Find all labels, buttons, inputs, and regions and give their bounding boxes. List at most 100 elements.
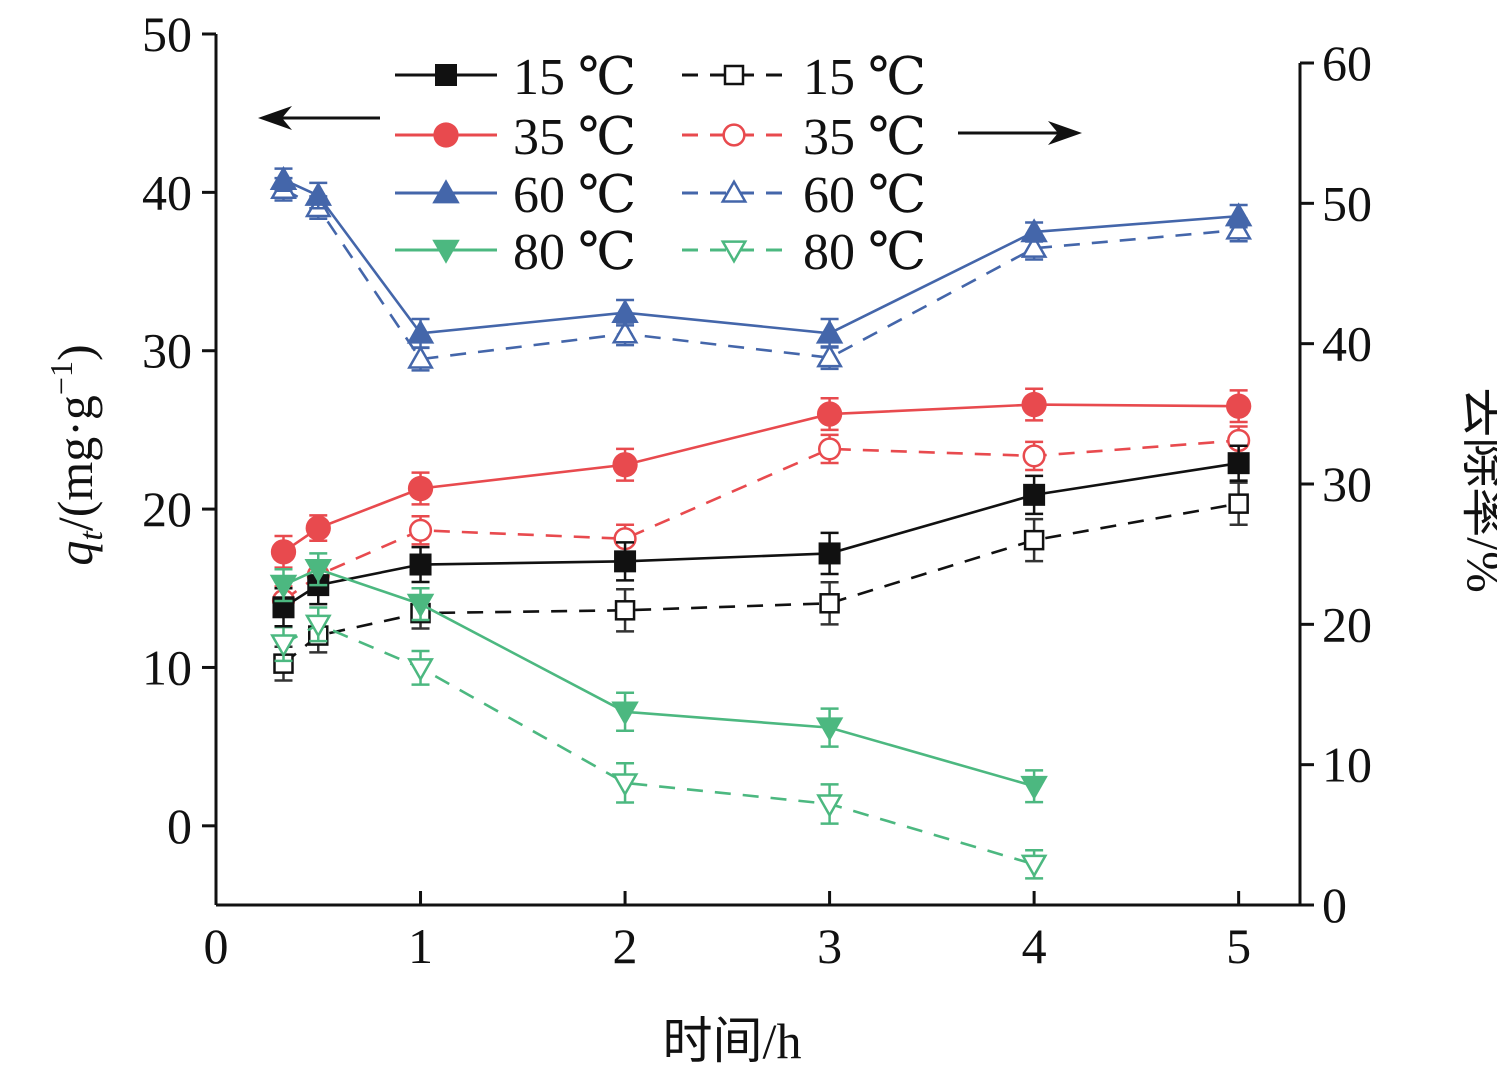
point-15C-left-4 bbox=[818, 542, 841, 565]
series-line-80C-left bbox=[282, 567, 1035, 788]
x-tick-label-3: 3 bbox=[817, 918, 842, 974]
x-tick-label-5: 5 bbox=[1226, 918, 1251, 974]
series-layer bbox=[269, 165, 1253, 880]
y-right-axis-title: 去除率/% bbox=[1457, 387, 1497, 593]
legend: 15 ℃35 ℃60 ℃80 ℃15 ℃35 ℃60 ℃80 ℃ bbox=[395, 49, 926, 281]
series-60C-left bbox=[269, 165, 1253, 349]
legend-label-dashed-1: 35 ℃ bbox=[803, 109, 926, 166]
y-left-tick-label-30: 30 bbox=[142, 323, 192, 379]
y-left-tick-label-50: 50 bbox=[142, 6, 192, 62]
y-right-tick-label-20: 20 bbox=[1322, 596, 1372, 652]
legend-marker-solid-2 bbox=[432, 179, 460, 204]
legend-marker-dashed-2 bbox=[720, 179, 748, 203]
point-15C-left-2 bbox=[409, 553, 432, 576]
y-right-tick-label-10: 10 bbox=[1322, 737, 1372, 793]
point-60C-left-1 bbox=[304, 181, 333, 206]
y-left-tick-label-20: 20 bbox=[142, 481, 192, 537]
point-60C-right-4 bbox=[816, 343, 843, 368]
legend-marker-dashed-1 bbox=[722, 123, 746, 147]
legend-label-dashed-3: 80 ℃ bbox=[803, 224, 926, 281]
y-left-axis-ticks: 0 10 20 30 40 50 bbox=[142, 6, 216, 854]
y-right-tick-label-60: 60 bbox=[1322, 35, 1372, 91]
point-35C-right-2 bbox=[408, 518, 433, 542]
legend-marker-solid-3 bbox=[432, 239, 460, 264]
point-60C-left-4 bbox=[815, 319, 844, 344]
point-35C-left-1 bbox=[305, 515, 331, 541]
point-35C-left-0 bbox=[270, 539, 297, 565]
point-60C-left-2 bbox=[406, 319, 435, 344]
point-60C-left-6 bbox=[1224, 202, 1253, 227]
legend-marker-solid-0 bbox=[435, 64, 457, 86]
y-left-tick-label-10: 10 bbox=[142, 639, 192, 695]
series-35C-left bbox=[270, 387, 1252, 569]
series-80C-left bbox=[269, 552, 1048, 804]
y-right-tick-label-50: 50 bbox=[1322, 175, 1372, 231]
legend-marker-dashed-3 bbox=[720, 240, 748, 264]
point-80C-right-2 bbox=[407, 658, 434, 682]
point-80C-left-0 bbox=[269, 574, 298, 599]
point-15C-right-5 bbox=[1023, 529, 1045, 551]
legend-label-dashed-0: 15 ℃ bbox=[803, 49, 926, 106]
x-tick-label-2: 2 bbox=[613, 918, 638, 974]
legend-label-solid-1: 35 ℃ bbox=[513, 109, 636, 166]
legend-label-solid-3: 80 ℃ bbox=[513, 224, 636, 281]
legend-marker-dashed-0 bbox=[723, 64, 745, 86]
point-80C-right-3 bbox=[611, 773, 639, 797]
x-tick-label-0: 0 bbox=[204, 918, 229, 974]
point-15C-right-6 bbox=[1228, 493, 1249, 514]
point-80C-right-0 bbox=[270, 634, 297, 658]
point-80C-left-2 bbox=[406, 593, 435, 618]
y-left-title-sup: −1 bbox=[43, 361, 79, 395]
point-60C-right-3 bbox=[611, 320, 639, 344]
legend-label-solid-2: 60 ℃ bbox=[513, 167, 636, 224]
point-60C-right-5 bbox=[1020, 234, 1048, 258]
y-right-tick-label-0: 0 bbox=[1322, 877, 1347, 933]
point-15C-left-6 bbox=[1227, 452, 1250, 475]
y-left-title-q: q bbox=[47, 541, 103, 566]
point-35C-right-4 bbox=[817, 437, 842, 461]
point-80C-right-5 bbox=[1020, 854, 1048, 879]
point-80C-right-4 bbox=[816, 794, 843, 818]
point-35C-left-3 bbox=[612, 452, 638, 478]
point-60C-left-0 bbox=[269, 165, 298, 191]
series-line-35C-right bbox=[282, 439, 1239, 602]
point-15C-right-3 bbox=[614, 600, 636, 621]
right-axis-arrow bbox=[958, 121, 1082, 145]
y-left-title-sub: t bbox=[73, 530, 110, 541]
x-axis-ticks: 0 1 2 3 4 5 bbox=[204, 891, 1251, 974]
point-35C-left-6 bbox=[1225, 393, 1252, 419]
point-35C-left-4 bbox=[816, 401, 843, 427]
legend-marker-solid-1 bbox=[433, 122, 459, 148]
series-35C-right bbox=[271, 425, 1251, 616]
y-right-tick-label-40: 40 bbox=[1322, 316, 1372, 372]
y-left-tick-label-0: 0 bbox=[167, 798, 192, 854]
series-80C-right bbox=[270, 606, 1048, 880]
point-35C-left-2 bbox=[407, 475, 434, 502]
point-80C-left-5 bbox=[1020, 775, 1048, 800]
point-15C-right-4 bbox=[819, 593, 840, 614]
legend-label-solid-0: 15 ℃ bbox=[513, 49, 636, 106]
x-axis-title: 时间/h bbox=[663, 1013, 802, 1069]
point-60C-right-6 bbox=[1225, 216, 1253, 240]
point-80C-left-4 bbox=[815, 717, 844, 742]
plot-frame bbox=[214, 34, 1302, 907]
point-60C-right-2 bbox=[407, 345, 434, 369]
left-axis-arrow bbox=[258, 106, 380, 130]
point-15C-left-5 bbox=[1023, 483, 1046, 506]
x-tick-label-1: 1 bbox=[408, 918, 433, 974]
point-15C-left-3 bbox=[614, 550, 637, 573]
point-60C-left-5 bbox=[1020, 218, 1048, 243]
y-left-title-close: ) bbox=[47, 344, 103, 361]
point-80C-left-3 bbox=[611, 701, 639, 726]
point-80C-left-1 bbox=[304, 558, 333, 584]
legend-label-dashed-2: 60 ℃ bbox=[803, 167, 926, 224]
series-15C-left bbox=[272, 444, 1250, 628]
point-35C-right-5 bbox=[1022, 444, 1046, 468]
point-35C-left-5 bbox=[1021, 391, 1047, 418]
series-line-80C-right bbox=[282, 622, 1035, 866]
point-60C-left-3 bbox=[611, 298, 639, 324]
series-line-60C-left bbox=[282, 178, 1239, 335]
x-tick-label-4: 4 bbox=[1022, 918, 1047, 974]
y-right-tick-label-30: 30 bbox=[1322, 456, 1372, 512]
